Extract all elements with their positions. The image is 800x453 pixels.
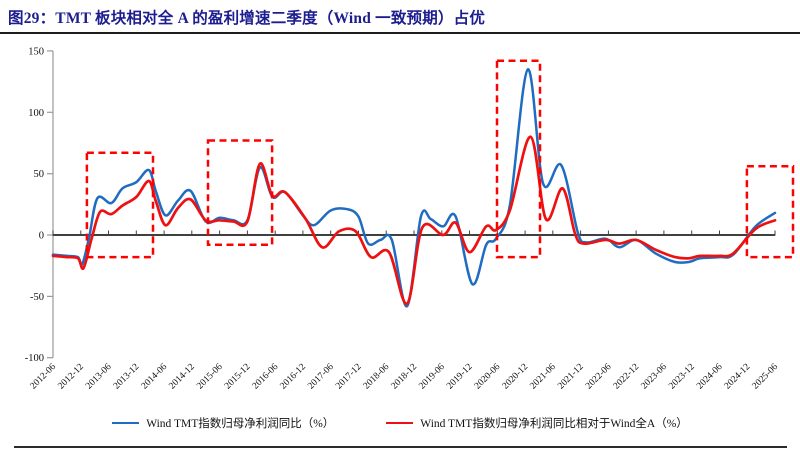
x-tick-label: 2012-12 [56, 362, 86, 392]
x-tick-label: 2020-12 [501, 362, 531, 392]
x-tick-label: 2019-06 [417, 362, 447, 392]
x-tick-label: 2013-12 [112, 362, 142, 392]
highlight-box [745, 165, 795, 259]
x-tick-label: 2012-06 [29, 362, 59, 392]
x-tick-label: 2015-12 [223, 362, 253, 392]
x-tick-label: 2022-12 [612, 362, 642, 392]
legend-label: Wind TMT指数归母净利润同比相对于Wind全A（%） [420, 418, 688, 430]
legend-swatch-blue-line [112, 422, 140, 424]
line-chart: 150100500-50-1002012-062012-122013-06201… [25, 46, 795, 392]
x-tick-label: 2022-06 [584, 362, 614, 392]
x-tick-label: 2018-12 [390, 362, 420, 392]
x-tick-label: 2024-12 [723, 362, 753, 392]
figure-bottom-divider [14, 446, 787, 448]
series-line-tmt-growth [51, 68, 777, 308]
x-tick-label: 2020-06 [473, 362, 503, 392]
chart-legend: Wind TMT指数归母净利润同比（%） Wind TMT指数归母净利润同比相对… [0, 411, 800, 435]
x-tick-label: 2016-06 [251, 362, 281, 392]
legend-swatch-red-line [386, 422, 414, 424]
x-tick-label: 2018-06 [362, 362, 392, 392]
x-tick-label: 2025-06 [751, 362, 781, 392]
x-tick-label: 2017-06 [306, 362, 336, 392]
x-tick-label: 2014-12 [167, 362, 197, 392]
series-line-relative-to-all-a [51, 135, 777, 306]
x-tick-label: 2019-12 [445, 362, 475, 392]
y-tick-label: -100 [25, 353, 44, 364]
x-tick-label: 2021-06 [528, 362, 558, 392]
x-tick-label: 2023-12 [667, 362, 697, 392]
legend-item-tmt-growth: Wind TMT指数归母净利润同比（%） [112, 415, 334, 431]
y-tick-label: 0 [39, 231, 44, 242]
legend-item-relative-growth: Wind TMT指数归母净利润同比相对于Wind全A（%） [386, 415, 688, 431]
x-tick-label: 2017-12 [334, 362, 364, 392]
figure-title: 图29：TMT 板块相对全 A 的盈利增速二季度（Wind 一致预期）占优 [8, 10, 486, 27]
highlight-box [85, 151, 155, 259]
highlight-box [495, 59, 542, 259]
x-tick-label: 2013-06 [84, 362, 114, 392]
title-divider [0, 32, 800, 34]
x-tick-label: 2015-06 [195, 362, 225, 392]
y-tick-label: -50 [30, 292, 44, 303]
x-tick-label: 2021-12 [556, 362, 586, 392]
x-tick-label: 2014-06 [140, 362, 170, 392]
y-tick-label: 100 [28, 108, 44, 119]
x-tick-label: 2023-06 [640, 362, 670, 392]
highlight-box [206, 139, 274, 247]
y-tick-label: 150 [28, 46, 44, 57]
x-tick-label: 2016-12 [279, 362, 309, 392]
legend-label: Wind TMT指数归母净利润同比（%） [146, 418, 335, 430]
y-tick-label: 50 [34, 169, 45, 180]
x-tick-label: 2024-06 [695, 362, 725, 392]
